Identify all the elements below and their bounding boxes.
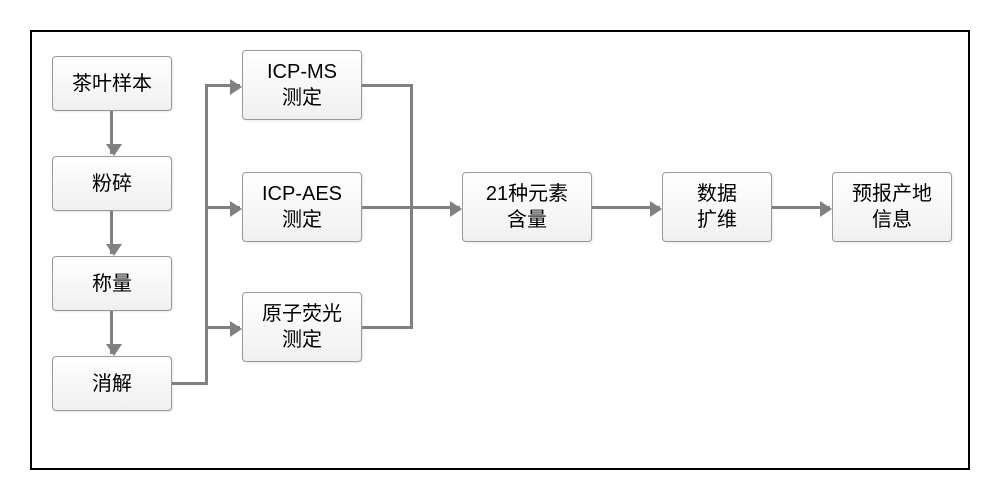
node-weigh-label: 称量 [92,271,132,297]
node-elements-line1: 21种元素 [486,181,568,207]
node-predict: 预报产地 信息 [832,172,952,242]
arrow-elements-expand [592,206,660,209]
node-atomic: 原子荧光 测定 [242,292,362,362]
node-icpms: ICP-MS 测定 [242,50,362,120]
node-sample: 茶叶样本 [52,56,172,111]
node-icpaes: ICP-AES 测定 [242,172,362,242]
node-icpaes-line2: 测定 [282,207,322,233]
line-icpaes-out [362,206,412,209]
node-expand: 数据 扩维 [662,172,772,242]
node-expand-line2: 扩维 [697,207,737,233]
line-digest-out [172,382,207,385]
node-expand-line1: 数据 [697,181,737,207]
node-elements-line2: 含量 [507,207,547,233]
arrow-sample-crush [110,111,113,154]
node-icpms-line1: ICP-MS [267,59,337,85]
flowchart-container: 茶叶样本 粉碎 称量 消解 ICP-MS 测定 ICP-AES 测定 原子荧光 … [30,30,970,470]
arrow-to-icpms [205,84,240,87]
node-atomic-line2: 测定 [282,327,322,353]
node-digest-label: 消解 [92,371,132,397]
arrow-to-atomic [205,326,240,329]
line-icpms-out [362,84,412,87]
arrow-weigh-digest [110,311,113,354]
arrow-to-elements [410,206,460,209]
node-icpms-line2: 测定 [282,85,322,111]
node-predict-line2: 信息 [872,207,912,233]
line-branch-vertical [205,85,208,385]
arrow-expand-predict [772,206,830,209]
node-icpaes-line1: ICP-AES [262,181,342,207]
node-crush-label: 粉碎 [92,171,132,197]
node-sample-label: 茶叶样本 [72,71,152,97]
node-elements: 21种元素 含量 [462,172,592,242]
node-crush: 粉碎 [52,156,172,211]
node-atomic-line1: 原子荧光 [262,301,342,327]
node-weigh: 称量 [52,256,172,311]
arrow-to-icpaes [205,206,240,209]
arrow-crush-weigh [110,211,113,254]
node-digest: 消解 [52,356,172,411]
node-predict-line1: 预报产地 [852,181,932,207]
line-atomic-out [362,326,412,329]
